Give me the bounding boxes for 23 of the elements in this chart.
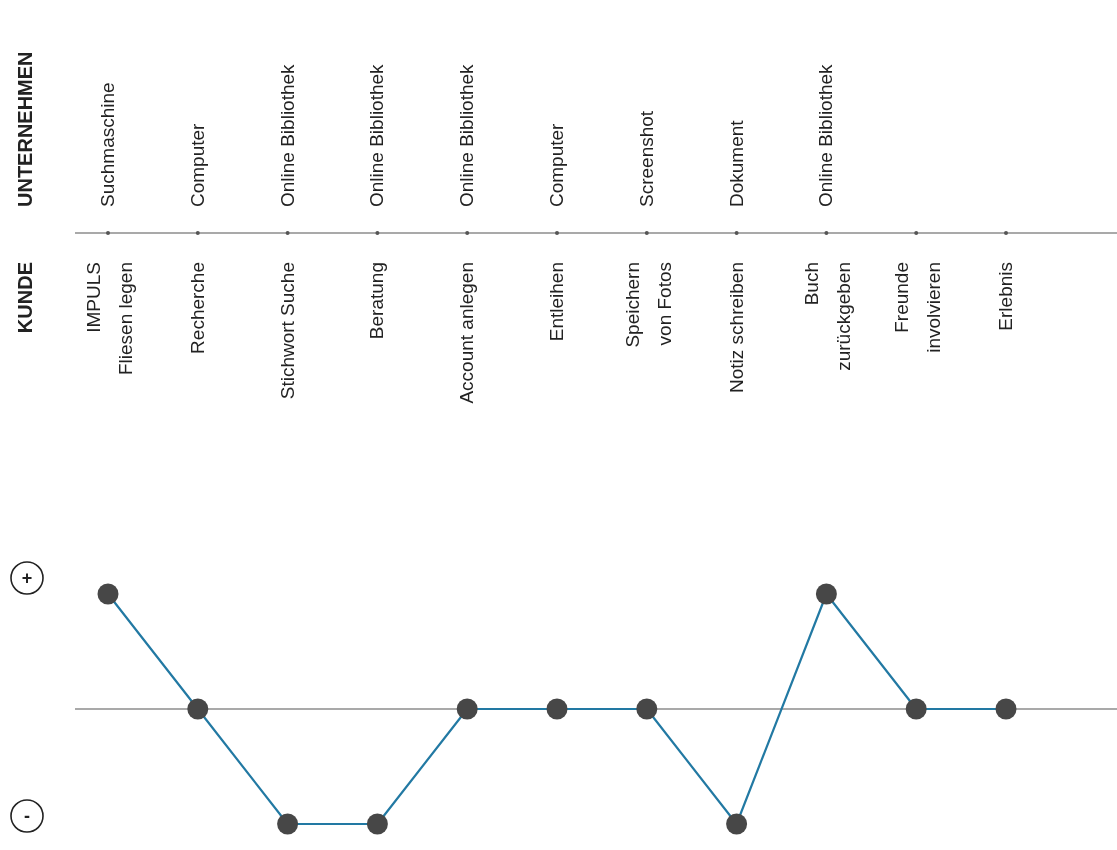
x-tick-label: Stichwort Suche	[276, 262, 298, 400]
text: Screenshot	[635, 110, 657, 207]
text: Computer	[186, 122, 208, 207]
x-tick-label: Entleihen	[546, 262, 567, 342]
text: -	[24, 806, 30, 827]
text: Suchmaschine	[97, 82, 118, 207]
x-tick-label: Notiz schreiben	[725, 262, 747, 393]
text: Online Bibliothek	[815, 63, 837, 207]
text: Dokument	[725, 119, 747, 207]
text: Computer	[546, 122, 567, 207]
x-tick-label: Beratung	[366, 262, 388, 340]
x-tick-label: Account anlegen	[456, 262, 478, 404]
x-tick-label: IMPULS Fliesen legen	[83, 262, 136, 376]
text: KUNDE	[14, 262, 36, 334]
text: +	[21, 568, 33, 589]
x-tick-label: Erlebnis	[995, 262, 1016, 331]
text: Online Bibliothek	[366, 63, 388, 207]
x-tick-label: Recherche	[186, 262, 208, 354]
text: Online Bibliothek	[276, 63, 298, 207]
x-tick-label: Speichern von Fotos	[621, 262, 675, 348]
x-tick-label: Buch zurückgeben	[801, 262, 855, 371]
text: UNTERNEHMEN	[14, 51, 36, 207]
text: Online Bibliothek	[456, 63, 478, 207]
